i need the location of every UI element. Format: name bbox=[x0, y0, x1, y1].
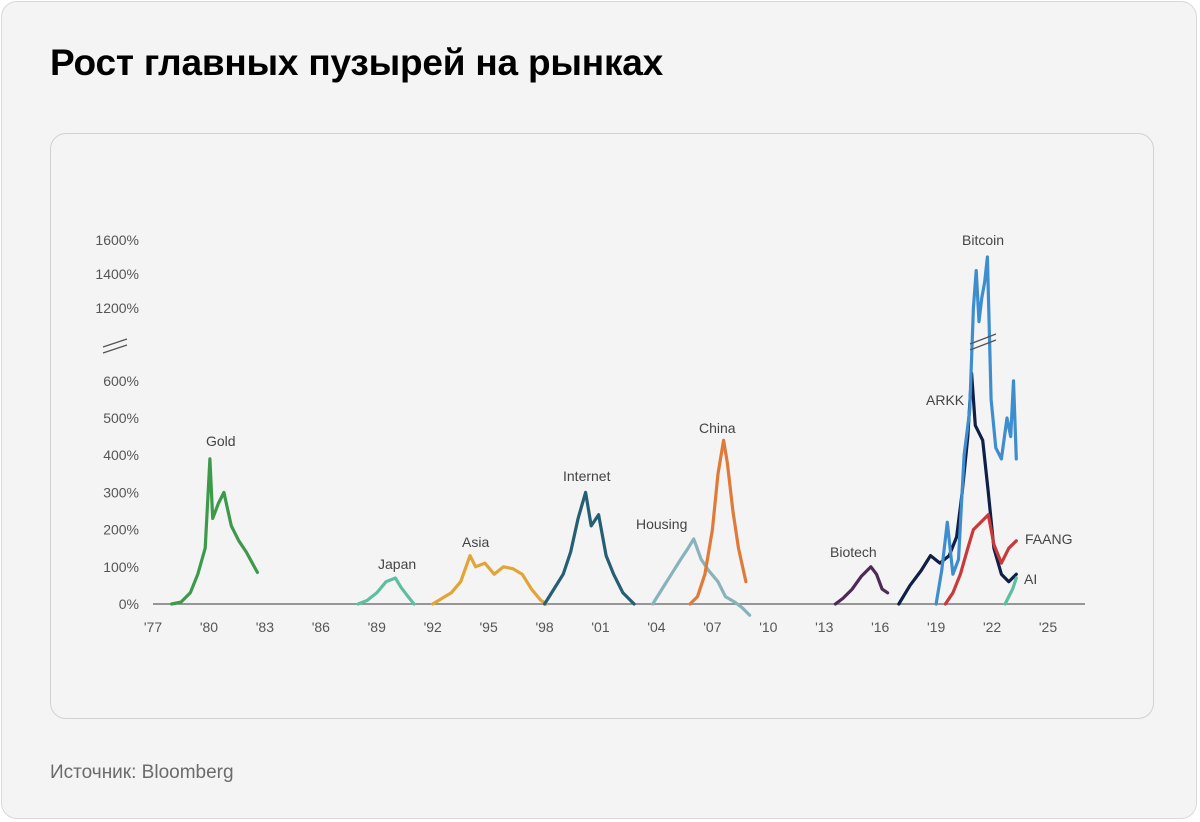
x-tick-label: '92 bbox=[424, 619, 442, 635]
series-label-arkk: ARKK bbox=[926, 392, 965, 408]
series-line-ai bbox=[1003, 576, 1018, 606]
x-tick-label: '25 bbox=[1039, 619, 1057, 635]
series-line-asia bbox=[431, 553, 549, 606]
x-tick-label: '04 bbox=[647, 619, 665, 635]
x-tick-label: '01 bbox=[591, 619, 609, 635]
x-tick-label: '07 bbox=[703, 619, 721, 635]
y-tick-label: 1400% bbox=[95, 266, 139, 282]
y-tick-label: 600% bbox=[103, 373, 139, 389]
y-tick-label: 500% bbox=[103, 410, 139, 426]
series-line-japan bbox=[356, 576, 416, 606]
y-tick-label: 400% bbox=[103, 447, 139, 463]
series-label-faang: FAANG bbox=[1025, 531, 1072, 547]
series-label-gold: Gold bbox=[206, 433, 236, 449]
y-tick-label: 0% bbox=[119, 596, 139, 612]
series-label-ai: AI bbox=[1024, 571, 1037, 587]
series-label-bitcoin: Bitcoin bbox=[962, 232, 1004, 248]
x-tick-label: '13 bbox=[815, 619, 833, 635]
series-line-gold bbox=[170, 457, 259, 606]
y-tick-label: 1600% bbox=[95, 232, 139, 248]
series-line-bitcoin bbox=[934, 255, 1018, 606]
x-tick-label: '10 bbox=[759, 619, 777, 635]
x-tick-label: '89 bbox=[368, 619, 386, 635]
y-tick-label: 100% bbox=[103, 559, 139, 575]
x-tick-label: '77 bbox=[144, 619, 162, 635]
y-tick-label: 300% bbox=[103, 484, 139, 500]
series-line-biotech bbox=[833, 565, 890, 606]
series-line-china bbox=[688, 438, 748, 606]
y-tick-label: 200% bbox=[103, 522, 139, 538]
series-break-mark bbox=[969, 339, 997, 351]
series-break-mark bbox=[969, 333, 997, 345]
series-label-housing: Housing bbox=[636, 516, 687, 532]
series-line-internet bbox=[542, 490, 636, 606]
page-title: Рост главных пузырей на рынках bbox=[50, 42, 664, 83]
series-label-internet: Internet bbox=[563, 468, 611, 484]
axis-break-mark bbox=[102, 338, 128, 348]
x-tick-label: '22 bbox=[983, 619, 1001, 635]
series-line-faang bbox=[943, 513, 1018, 606]
series-label-asia: Asia bbox=[462, 534, 489, 550]
series-line-housing bbox=[651, 537, 752, 617]
x-tick-label: '86 bbox=[312, 619, 330, 635]
x-tick-label: '19 bbox=[927, 619, 945, 635]
x-tick-label: '83 bbox=[256, 619, 274, 635]
axis-break-mark bbox=[102, 344, 128, 354]
x-tick-label: '80 bbox=[200, 619, 218, 635]
y-tick-label: 1200% bbox=[95, 300, 139, 316]
x-tick-label: '95 bbox=[480, 619, 498, 635]
series-label-china: China bbox=[699, 420, 736, 436]
x-tick-label: '98 bbox=[535, 619, 553, 635]
x-tick-label: '16 bbox=[871, 619, 889, 635]
source-note: Источник: Bloomberg bbox=[50, 762, 234, 783]
series-label-japan: Japan bbox=[378, 556, 416, 572]
series-label-biotech: Biotech bbox=[830, 544, 877, 560]
